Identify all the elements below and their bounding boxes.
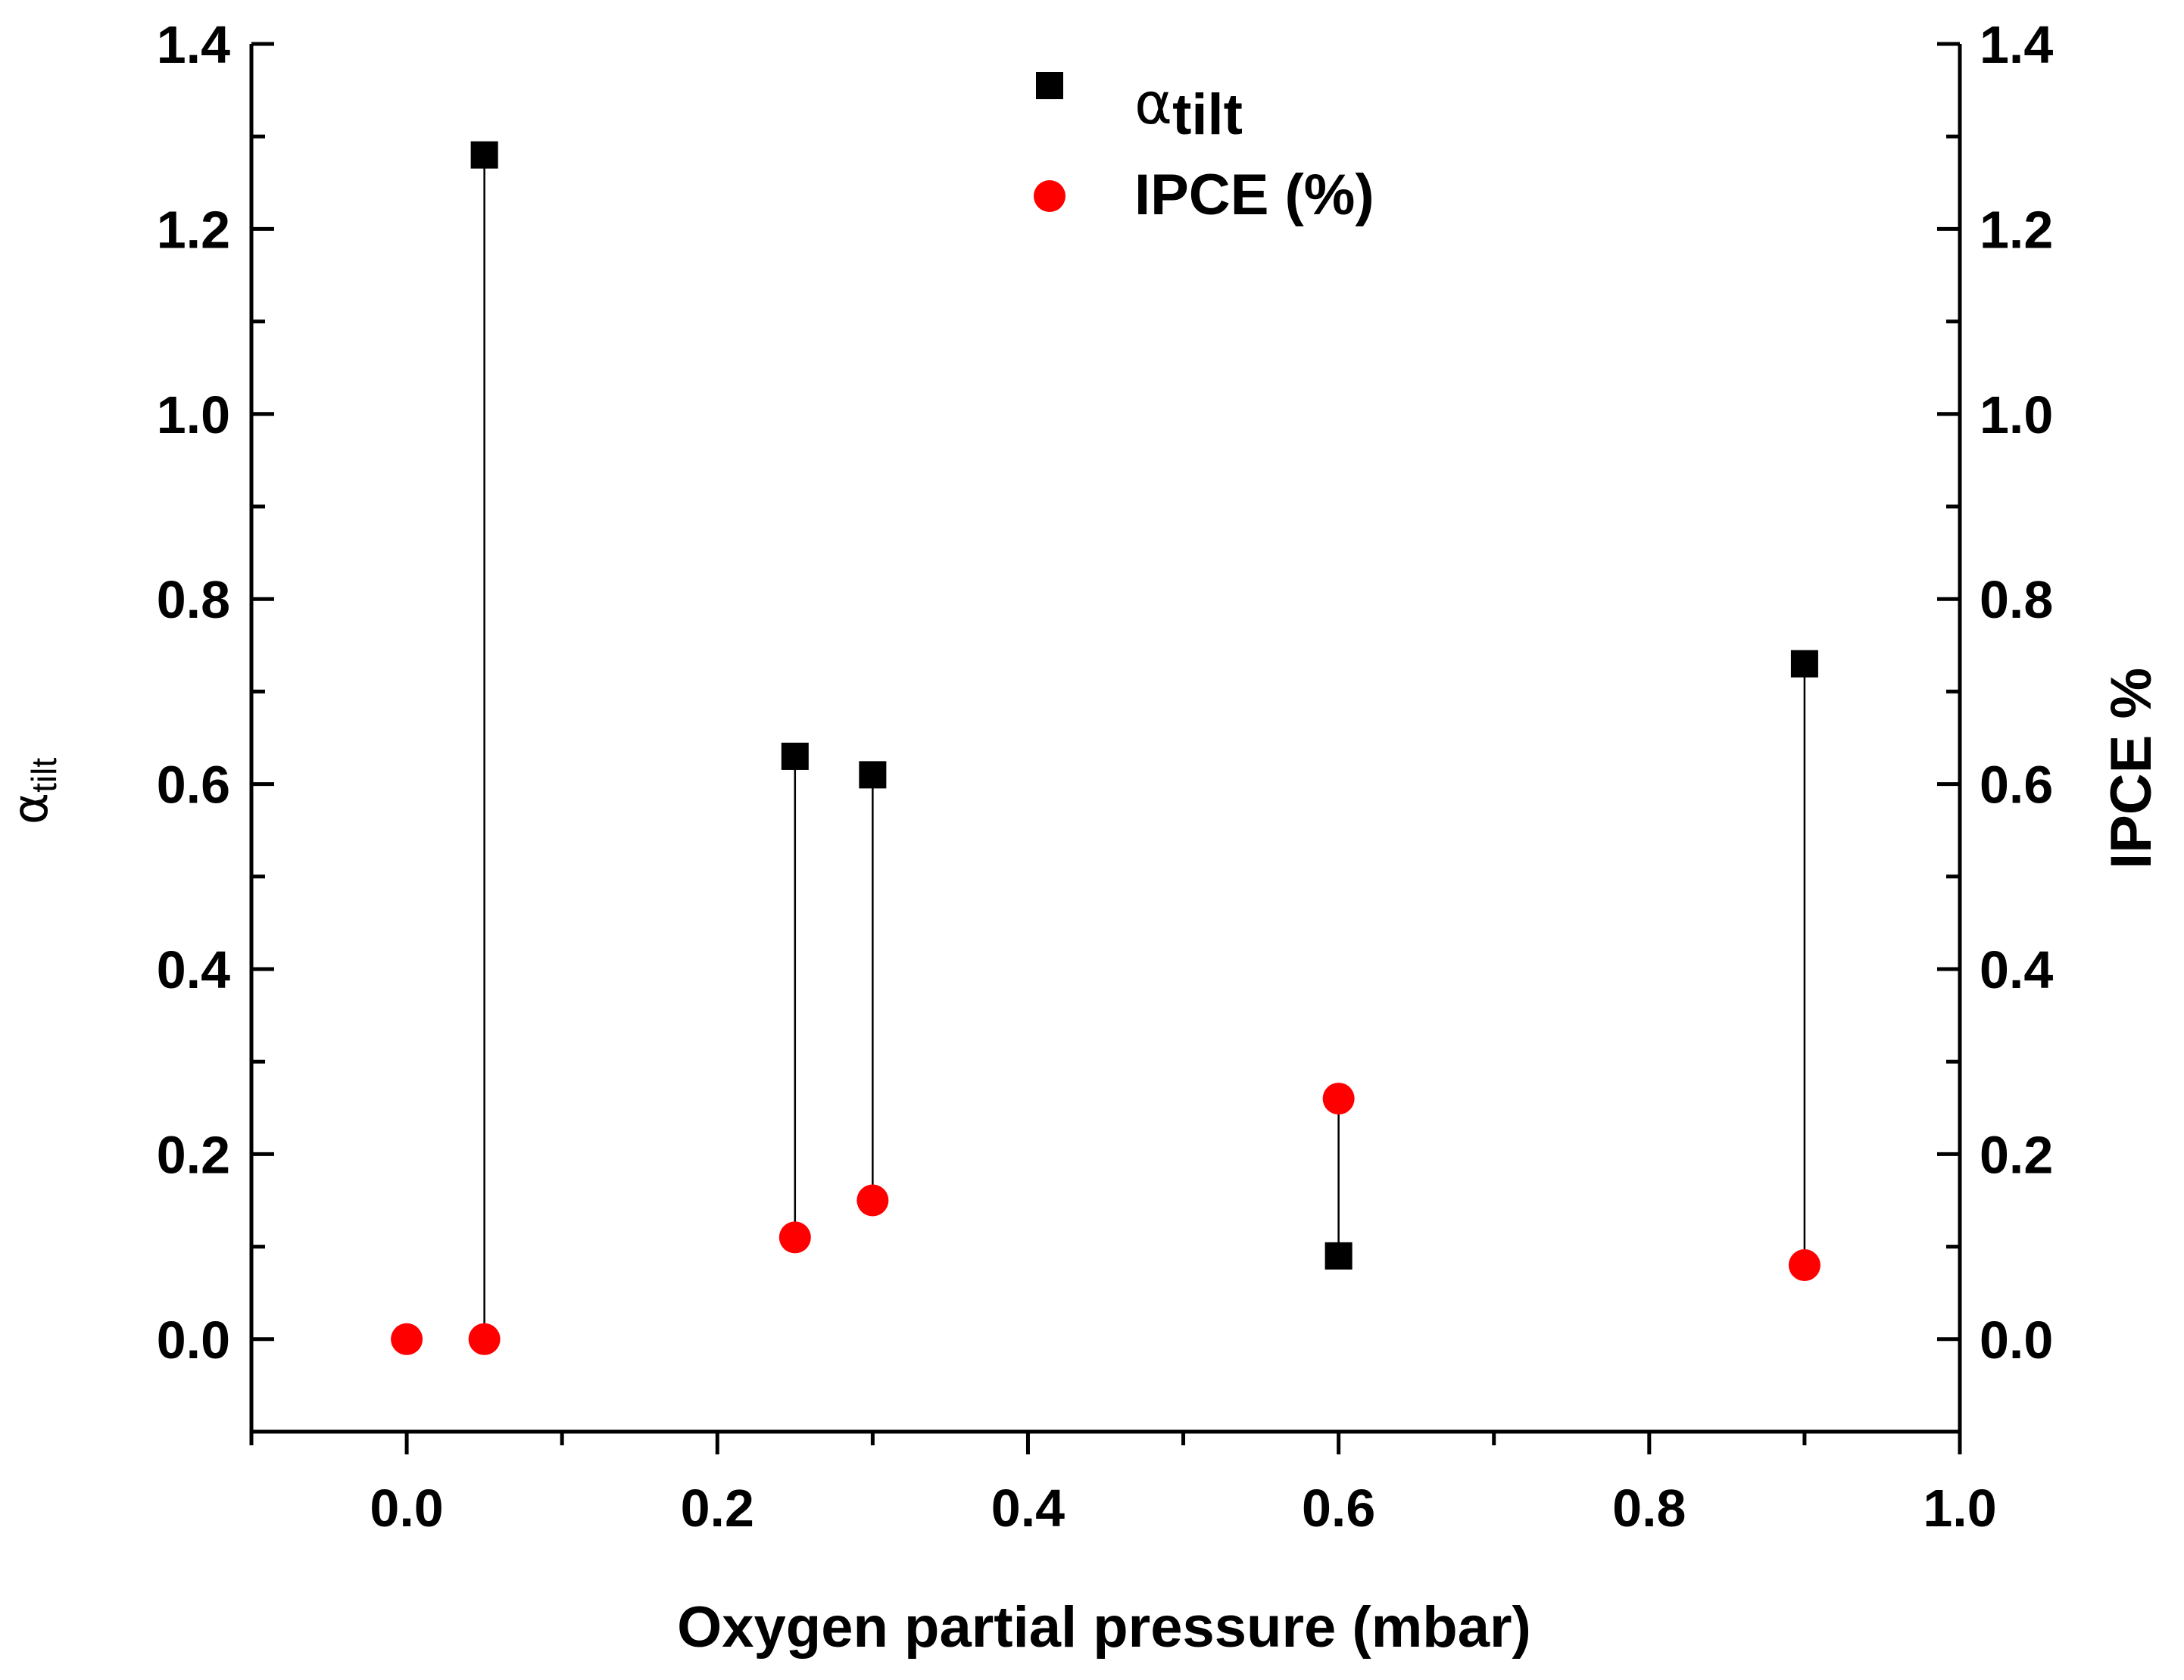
legend: αtilt IPCE (%) bbox=[1034, 70, 1374, 227]
right-y-tick-label: 0.8 bbox=[1980, 570, 2053, 629]
x-tick-label: 0.8 bbox=[1612, 1479, 1686, 1538]
left-y-axis-title: αtilt bbox=[3, 758, 64, 824]
connectors bbox=[483, 154, 1806, 1339]
left-y-tick-label: 0.8 bbox=[157, 570, 230, 629]
ipce-point bbox=[856, 1184, 889, 1217]
markers bbox=[391, 141, 1821, 1355]
x-tick-label: 0.6 bbox=[1302, 1479, 1375, 1538]
x-tick-label: 0.0 bbox=[370, 1479, 443, 1538]
ipce-point bbox=[1788, 1249, 1821, 1282]
x-tick-label: 0.4 bbox=[991, 1479, 1065, 1538]
right-y-tick-label: 1.4 bbox=[1980, 15, 2053, 74]
right-y-tick-label: 1.0 bbox=[1980, 385, 2053, 444]
legend-label-alpha-tilt: αtilt bbox=[1134, 70, 1243, 147]
left-y-tick-label: 0.0 bbox=[157, 1311, 230, 1370]
alpha-tilt-point bbox=[859, 761, 887, 789]
left-y-tick-label: 1.4 bbox=[157, 15, 230, 74]
left-y-tick-label: 0.4 bbox=[157, 940, 230, 999]
right-y-tick-label: 0.2 bbox=[1980, 1125, 2053, 1184]
alpha-tilt-point bbox=[470, 141, 498, 169]
legend-alpha-symbol: α bbox=[1134, 70, 1172, 137]
left-y-tick-label: 0.6 bbox=[157, 756, 230, 815]
ticks: 0.0 0.0 0.2 0.2 0.4 0.4 0.6 0.6 0.8 0.8 1.0 1.0 1.2 1… bbox=[157, 15, 2054, 1538]
right-y-tick-label: 0.0 bbox=[1980, 1311, 2053, 1370]
right-y-tick-label: 0.4 bbox=[1980, 940, 2053, 999]
left-y-tick-label: 1.2 bbox=[157, 200, 230, 259]
left-y-tick-label: 0.2 bbox=[157, 1125, 230, 1184]
right-y-tick-label: 1.2 bbox=[1980, 200, 2053, 259]
legend-alpha-subscript: tilt bbox=[1172, 83, 1243, 147]
ipce-point bbox=[1322, 1083, 1355, 1115]
alpha-tilt-point bbox=[1790, 650, 1818, 678]
left-y-subscript: tilt bbox=[24, 758, 64, 793]
legend-label-ipce: IPCE (%) bbox=[1134, 163, 1374, 227]
axes bbox=[249, 44, 1962, 1434]
x-tick-label: 0.2 bbox=[681, 1479, 754, 1538]
x-tick-label: 1.0 bbox=[1923, 1479, 1996, 1538]
x-axis-title: Oxygen partial pressure (mbar) bbox=[677, 1595, 1531, 1660]
left-y-alpha-symbol: α bbox=[3, 793, 59, 824]
ipce-point bbox=[391, 1323, 423, 1355]
legend-marker-alpha-tilt bbox=[1036, 72, 1063, 99]
ipce-point bbox=[778, 1221, 811, 1254]
legend-marker-ipce bbox=[1034, 180, 1065, 212]
right-y-tick-label: 0.6 bbox=[1980, 756, 2053, 815]
ipce-point bbox=[468, 1323, 501, 1355]
alpha-tilt-point bbox=[1324, 1242, 1353, 1270]
alpha-tilt-point bbox=[781, 742, 809, 770]
left-y-tick-label: 1.0 bbox=[157, 385, 230, 444]
right-y-axis-title: IPCE % bbox=[2099, 668, 2164, 869]
